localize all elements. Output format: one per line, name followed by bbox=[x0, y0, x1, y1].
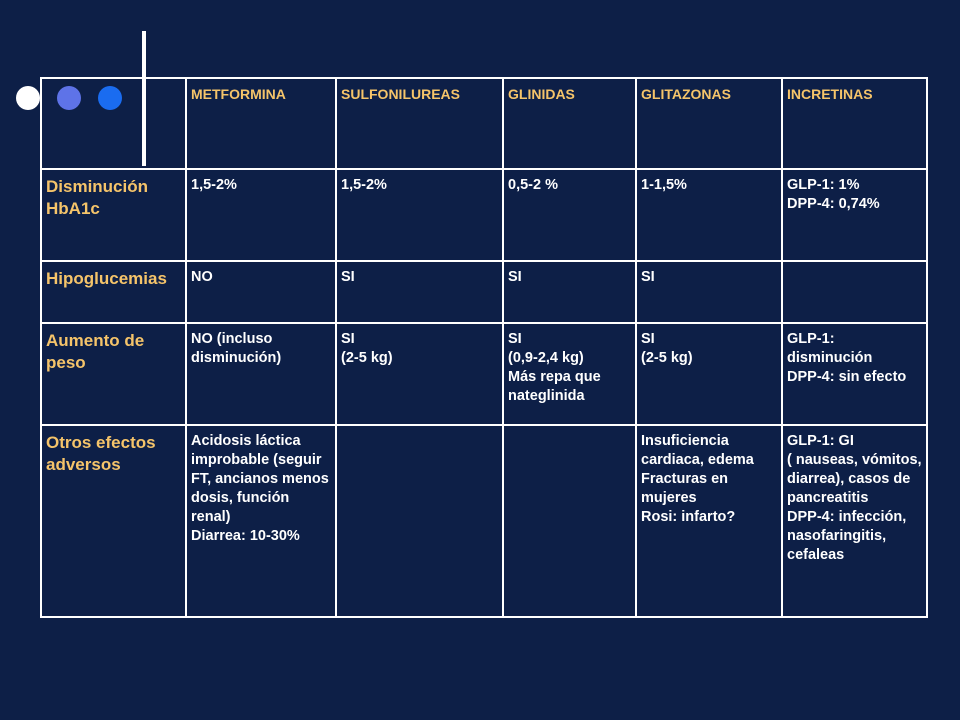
cell-line: SI bbox=[508, 269, 522, 285]
header-row: METFORMINA SULFONILUREAS GLINIDAS GLITAZ… bbox=[40, 77, 928, 170]
cell-line: NO (incluso disminución) bbox=[191, 331, 282, 366]
table-cell: GLP-1: disminución DPP-4: sin efecto bbox=[781, 322, 928, 426]
header-glitazonas: GLITAZONAS bbox=[635, 77, 783, 170]
table-cell bbox=[335, 424, 504, 618]
table-row: Otros efectos adversos Acidosis láctica … bbox=[40, 424, 928, 618]
cell-line: DPP-4: infección, nasofaringitis, cefale… bbox=[787, 509, 907, 563]
table-cell bbox=[781, 260, 928, 324]
cell-line: ( nauseas, vómitos, diarrea), casos de p… bbox=[787, 452, 922, 506]
header-incretinas: INCRETINAS bbox=[781, 77, 928, 170]
cell-line: Insuficiencia cardiaca, edema bbox=[641, 433, 754, 468]
cell-line: Acidosis láctica improbable (seguir FT, … bbox=[191, 433, 329, 525]
table-cell: SI bbox=[335, 260, 504, 324]
cell-line: 1-1,5% bbox=[641, 177, 687, 193]
row-label-otros-efectos: Otros efectos adversos bbox=[40, 424, 187, 618]
cell-line: DPP-4: sin efecto bbox=[787, 369, 907, 385]
table-cell: SI (2-5 kg) bbox=[335, 322, 504, 426]
table-cell: Insuficiencia cardiaca, edema Fracturas … bbox=[635, 424, 783, 618]
cell-line: Fracturas en mujeres bbox=[641, 471, 729, 506]
table-cell: SI (0,9-2,4 kg) Más repa que nateglinida bbox=[502, 322, 637, 426]
row-label-hipoglucemias: Hipoglucemias bbox=[40, 260, 187, 324]
cell-line: Más repa que nateglinida bbox=[508, 369, 601, 404]
row-label-aumento-peso: Aumento de peso bbox=[40, 322, 187, 426]
table-cell: Acidosis láctica improbable (seguir FT, … bbox=[185, 424, 337, 618]
table-cell bbox=[502, 424, 637, 618]
cell-line: DPP-4: 0,74% bbox=[787, 196, 880, 212]
table-row: Hipoglucemias NO SI SI SI bbox=[40, 260, 928, 324]
decor-dot-white bbox=[16, 86, 40, 110]
table-cell: 1,5-2% bbox=[185, 168, 337, 262]
cell-line: SI bbox=[641, 331, 655, 347]
table-cell: SI (2-5 kg) bbox=[635, 322, 783, 426]
cell-line: Rosi: infarto? bbox=[641, 509, 736, 525]
table-cell: 1,5-2% bbox=[335, 168, 504, 262]
table-cell: NO bbox=[185, 260, 337, 324]
cell-line: (2-5 kg) bbox=[341, 350, 393, 366]
table-cell: 1-1,5% bbox=[635, 168, 783, 262]
cell-line: GLP-1: disminución bbox=[787, 331, 873, 366]
table-cell: 0,5-2 % bbox=[502, 168, 637, 262]
header-glinidas: GLINIDAS bbox=[502, 77, 637, 170]
header-metformina: METFORMINA bbox=[185, 77, 337, 170]
cell-line: GLP-1: GI bbox=[787, 433, 854, 449]
table-cell: GLP-1: 1% DPP-4: 0,74% bbox=[781, 168, 928, 262]
header-sulfonilureas: SULFONILUREAS bbox=[335, 77, 504, 170]
cell-line: SI bbox=[341, 331, 355, 347]
cell-line: 1,5-2% bbox=[191, 177, 237, 193]
table-cell: GLP-1: GI ( nauseas, vómitos, diarrea), … bbox=[781, 424, 928, 618]
table-row: Disminución HbA1c 1,5-2% 1,5-2% 0,5-2 % … bbox=[40, 168, 928, 262]
cell-line: SI bbox=[341, 269, 355, 285]
table-cell: SI bbox=[635, 260, 783, 324]
comparison-table: METFORMINA SULFONILUREAS GLINIDAS GLITAZ… bbox=[40, 77, 928, 618]
header-corner-cell bbox=[40, 77, 187, 170]
table-cell: NO (incluso disminución) bbox=[185, 322, 337, 426]
cell-line: SI bbox=[641, 269, 655, 285]
cell-line: SI bbox=[508, 331, 522, 347]
cell-line: Diarrea: 10-30% bbox=[191, 528, 300, 544]
table-cell: SI bbox=[502, 260, 637, 324]
cell-line: GLP-1: 1% bbox=[787, 177, 860, 193]
cell-line: (0,9-2,4 kg) bbox=[508, 350, 584, 366]
cell-line: (2-5 kg) bbox=[641, 350, 693, 366]
table-row: Aumento de peso NO (incluso disminución)… bbox=[40, 322, 928, 426]
cell-line: 1,5-2% bbox=[341, 177, 387, 193]
cell-line: NO bbox=[191, 269, 213, 285]
row-label-hba1c: Disminución HbA1c bbox=[40, 168, 187, 262]
cell-line: 0,5-2 % bbox=[508, 177, 558, 193]
